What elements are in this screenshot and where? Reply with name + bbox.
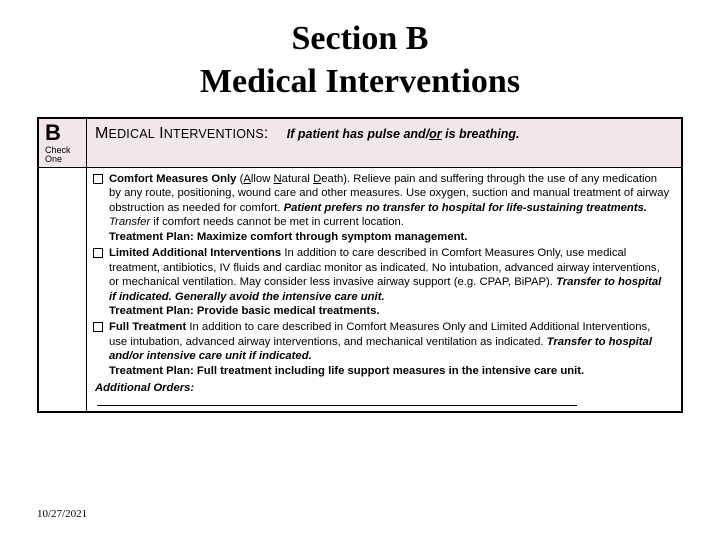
section-letter: B: [45, 122, 82, 144]
checkbox-limited-interventions[interactable]: [93, 248, 103, 258]
form-body-row: Comfort Measures Only (Allow Natural Dea…: [39, 168, 681, 411]
title-line1: Section B: [0, 18, 720, 61]
option-text: Full Treatment In addition to care descr…: [109, 320, 671, 378]
option-full-treatment: Full Treatment In addition to care descr…: [93, 320, 671, 378]
footer-date: 10/27/2021: [37, 508, 87, 520]
option-limited-interventions: Limited Additional Interventions In addi…: [93, 246, 671, 318]
option-text: Comfort Measures Only (Allow Natural Dea…: [109, 172, 671, 244]
title-line2: Medical Interventions: [0, 61, 720, 104]
option-text: Limited Additional Interventions In addi…: [109, 246, 671, 318]
form-header-right: MEDICAL INTERVENTIONS: If patient has pu…: [87, 119, 681, 168]
header-condition: If patient has pulse and/or is breathing…: [287, 127, 520, 141]
header-label: MEDICAL INTERVENTIONS:: [95, 126, 273, 142]
option-comfort-measures: Comfort Measures Only (Allow Natural Dea…: [93, 172, 671, 244]
additional-orders: Additional Orders:: [93, 380, 671, 407]
page-title: Section B Medical Interventions: [0, 0, 720, 117]
check-one-label: Check One: [45, 146, 82, 165]
checkbox-full-treatment[interactable]: [93, 322, 103, 332]
additional-orders-line[interactable]: [97, 405, 577, 406]
form-header-left: B Check One: [39, 119, 87, 168]
additional-orders-label: Additional Orders:: [95, 382, 194, 394]
section-b-form: B Check One MEDICAL INTERVENTIONS: If pa…: [37, 117, 683, 413]
form-header-row: B Check One MEDICAL INTERVENTIONS: If pa…: [39, 119, 681, 168]
form-body-right: Comfort Measures Only (Allow Natural Dea…: [87, 168, 681, 411]
checkbox-comfort-measures[interactable]: [93, 174, 103, 184]
form-body-left-gutter: [39, 168, 87, 411]
